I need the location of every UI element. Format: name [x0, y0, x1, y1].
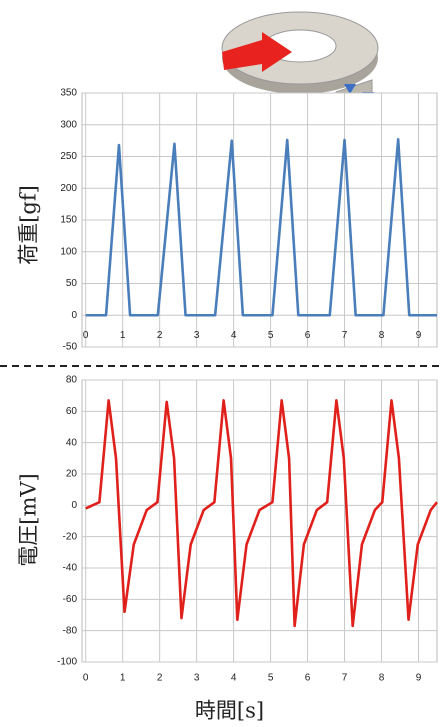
x-axis-title: 時間[s] — [195, 699, 264, 723]
y-axis-title: 荷重[gf] — [17, 185, 41, 265]
y-tick-label: 100 — [60, 246, 77, 257]
x-tick-label: 7 — [342, 330, 348, 341]
y-tick-label: 0 — [71, 310, 77, 321]
y-tick-label: 80 — [66, 375, 78, 386]
y-tick-label: 150 — [60, 215, 77, 226]
plot-area — [81, 379, 438, 663]
y-tick-label: -60 — [63, 594, 78, 605]
y-tick-label: 40 — [66, 437, 78, 448]
x-tick-label: 6 — [305, 330, 311, 341]
y-tick-label: 0 — [71, 500, 77, 511]
x-tick-label: 3 — [194, 330, 200, 341]
data-line — [85, 138, 437, 317]
x-tick-label: 5 — [268, 330, 274, 341]
x-tick-label: 6 — [305, 673, 311, 684]
x-tick-label: 7 — [342, 673, 348, 684]
x-tick-label: 1 — [120, 330, 126, 341]
y-tick-label: -80 — [63, 625, 78, 636]
x-tick-label: 0 — [83, 673, 89, 684]
specimen-illustration — [221, 11, 379, 136]
x-tick-label: 2 — [157, 330, 163, 341]
x-tick-label: 4 — [231, 673, 237, 684]
y-tick-label: 20 — [66, 469, 78, 480]
x-tick-label: 5 — [268, 673, 274, 684]
y-axis-title: 電圧[mV] — [17, 473, 41, 566]
x-tick-label: 4 — [231, 330, 237, 341]
x-tick-label: 3 — [194, 673, 200, 684]
x-tick-label: 0 — [83, 330, 89, 341]
x-tick-label: 2 — [157, 673, 163, 684]
y-tick-label: 250 — [60, 151, 77, 162]
y-tick-label: 200 — [60, 183, 77, 194]
x-tick-label: 9 — [416, 673, 422, 684]
y-tick-label: -50 — [63, 342, 78, 353]
x-tick-label: 8 — [379, 330, 385, 341]
y-tick-label: -100 — [57, 657, 77, 668]
y-tick-label: -20 — [63, 531, 78, 542]
y-tick-label: 50 — [66, 278, 78, 289]
y-tick-label: -40 — [63, 563, 78, 574]
y-tick-label: 60 — [66, 406, 78, 417]
y-tick-label: 350 — [60, 88, 77, 99]
data-line — [85, 399, 439, 628]
x-tick-label: 8 — [379, 673, 385, 684]
x-tick-label: 1 — [120, 673, 126, 684]
x-tick-label: 9 — [416, 330, 422, 341]
y-tick-label: 300 — [60, 119, 77, 130]
